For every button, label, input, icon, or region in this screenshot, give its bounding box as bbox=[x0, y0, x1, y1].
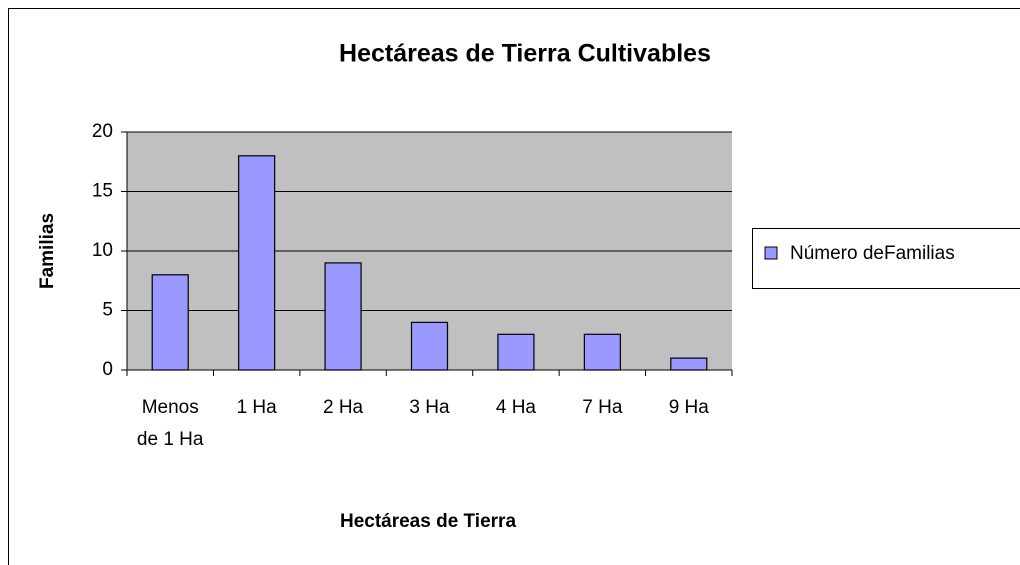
y-tick-label: 20 bbox=[92, 121, 113, 142]
x-tick-label: 3 Ha bbox=[409, 397, 450, 418]
y-tick-label: 15 bbox=[92, 181, 113, 202]
x-tick-label: 1 Ha bbox=[236, 397, 277, 418]
y-tick-label: 5 bbox=[102, 300, 113, 321]
chart-title: Hectáreas de Tierra Cultivables bbox=[339, 40, 711, 68]
legend bbox=[752, 228, 1020, 289]
x-tick-label: 4 Ha bbox=[495, 397, 536, 418]
x-tick-label: 2 Ha bbox=[322, 397, 364, 418]
x-tick-label: 7 Ha bbox=[582, 397, 623, 418]
bar bbox=[583, 333, 621, 371]
bar bbox=[151, 274, 189, 371]
bar bbox=[410, 321, 449, 371]
y-tick-label: 10 bbox=[92, 240, 113, 261]
y-tick-label: 0 bbox=[102, 359, 113, 380]
x-tick-label: Menos de 1 Ha bbox=[136, 397, 204, 450]
bar bbox=[324, 262, 362, 371]
x-axis-label: Hectáreas de Tierra bbox=[340, 511, 516, 532]
legend-marker bbox=[764, 246, 778, 260]
bar bbox=[670, 357, 708, 371]
x-tick-label: 9 Ha bbox=[668, 397, 709, 418]
bar bbox=[497, 333, 535, 371]
legend-label: Número deFamilias bbox=[790, 243, 955, 264]
y-axis-label: Familias bbox=[37, 213, 58, 289]
bar bbox=[238, 155, 276, 371]
